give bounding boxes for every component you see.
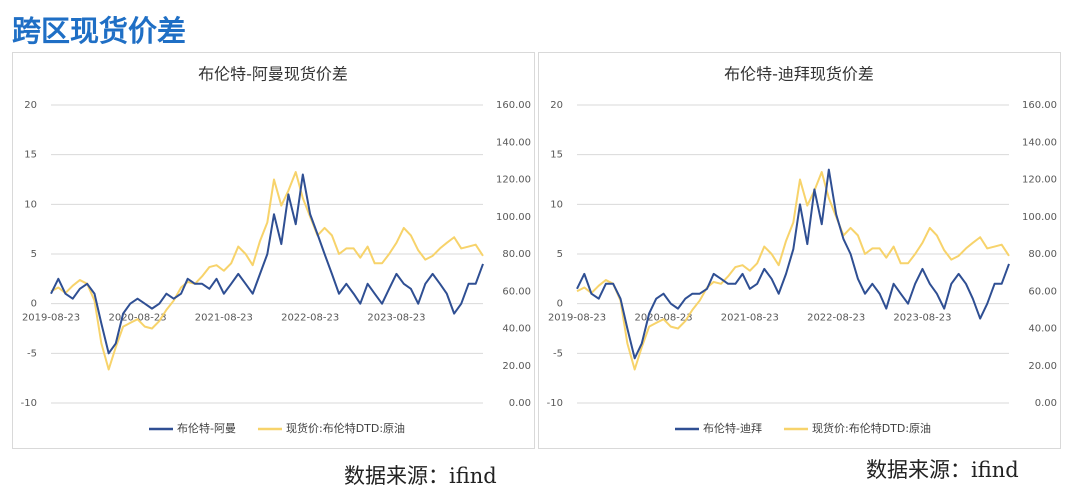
series-line xyxy=(576,168,1010,360)
legend-label: 布伦特-阿曼 xyxy=(177,421,236,435)
x-tick-label: 2021-08-23 xyxy=(721,313,779,324)
x-tick-label: 2020-08-23 xyxy=(634,313,692,324)
y-tick-label: 20 xyxy=(24,100,37,111)
y2-tick-label: 100.00 xyxy=(496,212,531,223)
x-tick-label: 2019-08-23 xyxy=(22,313,80,324)
y2-tick-label: 60.00 xyxy=(1028,286,1057,297)
y-tick-label: 20 xyxy=(550,100,563,111)
source-note: 数据来源：ifind xyxy=(866,458,1019,482)
chart-title: 布伦特-迪拜现货价差 xyxy=(724,65,874,84)
y2-tick-label: 20.00 xyxy=(502,361,531,372)
y2-tick-label: 0.00 xyxy=(1035,398,1057,409)
y-tick-label: -5 xyxy=(27,348,37,359)
y2-tick-label: 80.00 xyxy=(502,249,531,260)
legend-label: 布伦特-迪拜 xyxy=(703,421,762,435)
y-tick-label: 0 xyxy=(557,299,563,310)
y-tick-label: 15 xyxy=(550,150,563,161)
y-tick-label: 0 xyxy=(31,299,37,310)
y2-tick-label: 120.00 xyxy=(1022,175,1057,186)
y2-tick-label: 40.00 xyxy=(1028,324,1057,335)
y2-tick-label: 160.00 xyxy=(496,100,531,111)
chart: 布伦特-迪拜现货价差 -10 -5 0 5 10 15 20 0.00 20.00 40.00 60.… xyxy=(538,52,1061,449)
y2-tick-label: 0.00 xyxy=(509,398,531,409)
chart-title: 布伦特-阿曼现货价差 xyxy=(198,65,348,84)
y2-tick-label: 120.00 xyxy=(496,175,531,186)
y-tick-label: -5 xyxy=(553,348,563,359)
y2-tick-label: 160.00 xyxy=(1022,100,1057,111)
x-tick-label: 2022-08-23 xyxy=(281,313,339,324)
y-tick-label: 10 xyxy=(24,199,37,210)
y2-tick-label: 140.00 xyxy=(496,137,531,148)
legend-label: 现货价:布伦特DTD:原油 xyxy=(286,421,405,435)
y-tick-label: 10 xyxy=(550,199,563,210)
y-tick-label: -10 xyxy=(21,398,37,409)
x-tick-label: 2023-08-23 xyxy=(893,313,951,324)
page-title: 跨区现货价差 xyxy=(12,14,187,48)
chart: 布伦特-阿曼现货价差 -10 -5 0 5 10 15 20 0.00 20.00 40.00 60.… xyxy=(12,52,535,449)
y2-tick-label: 140.00 xyxy=(1022,137,1057,148)
y2-tick-label: 40.00 xyxy=(502,324,531,335)
y2-tick-label: 80.00 xyxy=(1028,249,1057,260)
series-line xyxy=(50,171,484,371)
y-tick-label: -10 xyxy=(547,398,563,409)
y-tick-label: 5 xyxy=(557,249,563,260)
x-tick-label: 2020-08-23 xyxy=(108,313,166,324)
y2-tick-label: 100.00 xyxy=(1022,212,1057,223)
x-tick-label: 2022-08-23 xyxy=(807,313,865,324)
legend-label: 现货价:布伦特DTD:原油 xyxy=(812,421,931,435)
y2-tick-label: 60.00 xyxy=(502,286,531,297)
y-tick-label: 15 xyxy=(24,150,37,161)
source-note: 数据来源：ifind xyxy=(344,464,497,488)
series-line xyxy=(576,171,1010,371)
x-tick-label: 2023-08-23 xyxy=(367,313,425,324)
x-tick-label: 2019-08-23 xyxy=(548,313,606,324)
y-tick-label: 5 xyxy=(31,249,37,260)
x-tick-label: 2021-08-23 xyxy=(195,313,253,324)
series-line xyxy=(50,173,484,355)
y2-tick-label: 20.00 xyxy=(1028,361,1057,372)
